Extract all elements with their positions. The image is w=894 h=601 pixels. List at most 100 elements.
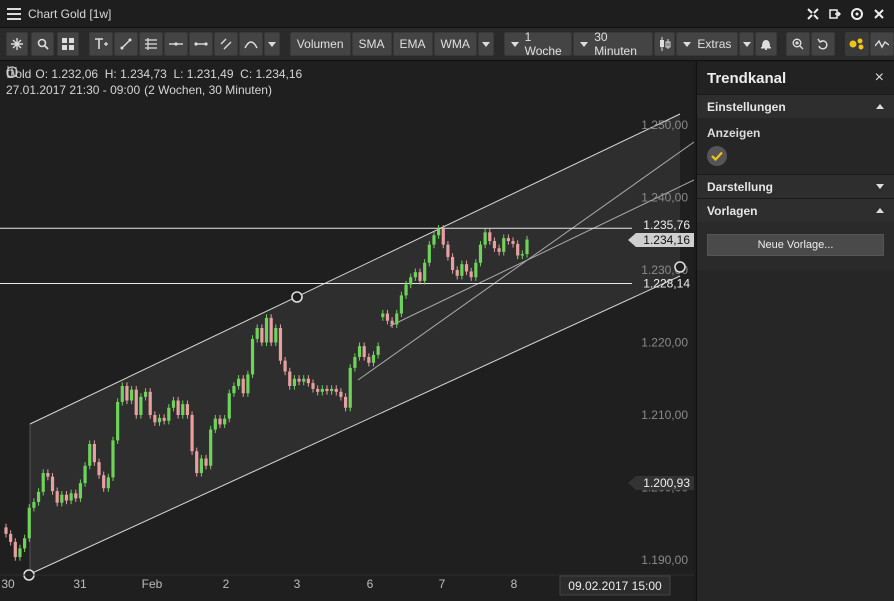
candle-body [125, 386, 129, 401]
zoom-in-icon[interactable] [786, 32, 811, 56]
candle-body [185, 404, 190, 415]
undo-icon[interactable] [811, 32, 836, 56]
channel-tool-icon[interactable] [214, 32, 239, 56]
candle-body [120, 386, 124, 402]
new-template-button[interactable]: Neue Vorlage... [707, 234, 884, 256]
period-select[interactable]: 1 Woche [503, 30, 573, 58]
clock-icon [6, 66, 18, 78]
candle-body [427, 244, 431, 263]
text-tool-icon[interactable] [89, 32, 114, 56]
show-checkbox[interactable] [707, 146, 727, 166]
y-tick-label: 1.210,00 [641, 408, 688, 422]
candle-body [520, 254, 524, 256]
x-tick-label: 31 [73, 577, 87, 591]
search-icon[interactable] [31, 32, 54, 56]
candle-body [353, 357, 357, 368]
candle-body [64, 494, 69, 501]
ema-button[interactable]: EMA [392, 32, 433, 56]
horizontal-line-tool-icon[interactable] [164, 32, 189, 56]
crosshair-time-label: 09.02.2017 15:00 [568, 579, 662, 593]
sma-button[interactable]: SMA [351, 32, 392, 56]
candle-body [441, 228, 445, 245]
candle-body [102, 475, 106, 489]
panel-header: Trendkanal × [697, 62, 894, 94]
window-title: Chart Gold [1w] [28, 6, 112, 21]
candle-body [455, 270, 459, 276]
trend-channel-fill [30, 114, 680, 574]
candle-body [88, 444, 92, 466]
indicator-settings-icon[interactable] [844, 32, 869, 56]
candle-body [464, 264, 469, 272]
menu-icon[interactable] [0, 0, 28, 28]
candle-body [204, 458, 208, 466]
candle-body [74, 493, 78, 499]
section-einstellungen-label: Einstellungen [707, 99, 786, 114]
candle-body [227, 393, 231, 419]
expand-icon[interactable] [804, 5, 822, 23]
candle-body [250, 338, 255, 375]
candle-body [423, 262, 427, 281]
candle-body [492, 241, 497, 249]
curve-tool-icon[interactable] [239, 32, 264, 56]
candle-body [460, 264, 464, 276]
candle-body [167, 407, 171, 421]
layout-grid-icon[interactable] [56, 32, 80, 56]
more-dropdown[interactable] [739, 32, 754, 56]
candle-body [153, 415, 157, 423]
y-tick-label: 1.250,00 [641, 118, 688, 132]
fan-line-2 [389, 179, 694, 327]
section-vorlagen[interactable]: Vorlagen [697, 198, 894, 222]
checkmark-icon [711, 151, 723, 161]
candle-body [297, 378, 301, 382]
y-tick-label: 1.240,00 [641, 191, 688, 205]
price-chart[interactable]: 1.250,001.240,001.230,001.220,001.210,00… [0, 62, 694, 601]
trendline-tool-icon[interactable] [114, 32, 139, 56]
x-tick-label: Feb [142, 577, 163, 591]
detach-icon[interactable] [826, 5, 844, 23]
candle-body [483, 232, 487, 245]
snowflake-icon[interactable] [6, 32, 29, 56]
candle-body [232, 386, 236, 394]
candle-body [171, 400, 176, 408]
section-darstellung[interactable]: Darstellung [697, 174, 894, 198]
candle-body [83, 465, 87, 484]
candle-body [181, 404, 185, 415]
candle-body [213, 418, 217, 430]
interval-select[interactable]: 30 Minuten [573, 30, 653, 58]
close-icon[interactable] [870, 5, 888, 23]
segment-tool-icon[interactable] [189, 32, 214, 56]
legend-range: (2 Wochen, 30 Minuten) [144, 83, 272, 97]
extras-select[interactable]: Extras [676, 32, 739, 56]
indicators-dropdown[interactable] [477, 32, 494, 56]
section-darstellung-label: Darstellung [707, 179, 774, 194]
alarm-bell-icon[interactable] [754, 32, 777, 56]
candle-body [9, 533, 13, 542]
chart-area[interactable]: 1.250,00 1.240,00 1.230,00 1.220,00 1.210,00… [0, 62, 694, 601]
section-einstellungen[interactable]: Einstellungen [697, 94, 894, 118]
channel-upper-line [29, 113, 681, 425]
channel-end-handle [674, 261, 686, 273]
drawing-tools-dropdown[interactable] [264, 32, 281, 56]
marker-price-label: 1.200,93 [643, 476, 690, 490]
line-chart-icon[interactable] [869, 32, 894, 56]
x-tick-label: 6 [367, 577, 374, 591]
candlestick-type-icon[interactable] [653, 32, 676, 56]
y-tick-label: 1.220,00 [641, 336, 688, 350]
candle-body [246, 374, 250, 394]
candle-body [46, 473, 50, 477]
panel-close-icon[interactable]: × [874, 69, 884, 86]
current-price-label-bg [628, 233, 694, 247]
settings-icon[interactable] [848, 5, 866, 23]
show-label: Anzeigen [707, 126, 761, 140]
wma-button[interactable]: WMA [433, 32, 477, 56]
candle-body [371, 354, 376, 363]
volumen-button[interactable]: Volumen [289, 32, 351, 56]
candle-body [218, 418, 222, 425]
x-tick-label: 2 [223, 577, 230, 591]
fibonacci-tool-icon[interactable] [139, 32, 164, 56]
candle-body [4, 527, 8, 534]
candle-body [134, 389, 138, 415]
candle-body [437, 228, 441, 236]
candle-body [395, 313, 399, 325]
